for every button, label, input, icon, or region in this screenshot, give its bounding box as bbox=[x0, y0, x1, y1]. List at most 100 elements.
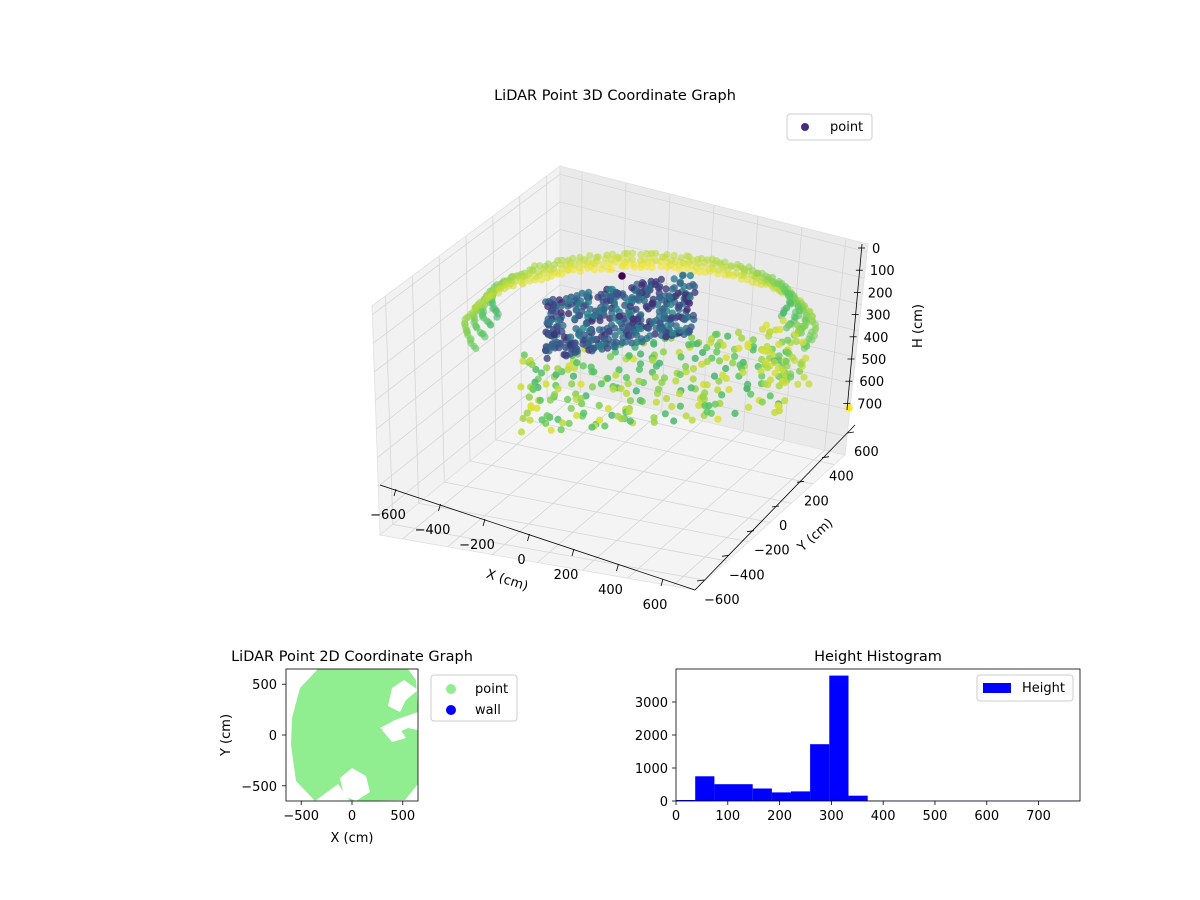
data-point bbox=[589, 345, 597, 353]
data-point bbox=[676, 278, 685, 286]
data-point bbox=[675, 390, 684, 398]
data-point bbox=[795, 327, 803, 335]
data-point bbox=[550, 301, 558, 309]
data-point bbox=[564, 395, 572, 403]
data-point bbox=[628, 294, 636, 302]
z-tick-label: 100 bbox=[870, 264, 895, 279]
data-point bbox=[591, 260, 599, 268]
data-point bbox=[652, 249, 660, 258]
data-point bbox=[731, 409, 739, 417]
data-point bbox=[590, 368, 598, 376]
data-point bbox=[727, 262, 735, 270]
data-point bbox=[533, 404, 541, 412]
data-point bbox=[560, 333, 569, 341]
data-point bbox=[677, 353, 685, 361]
x-tick-mark bbox=[616, 563, 619, 572]
data-point bbox=[710, 372, 719, 380]
data-point bbox=[685, 341, 693, 349]
data-point bbox=[644, 285, 652, 294]
data-point bbox=[564, 266, 572, 274]
data-point bbox=[789, 353, 797, 362]
data-point bbox=[672, 377, 680, 385]
data-point bbox=[691, 288, 699, 297]
y-axis-label: Y (cm) bbox=[794, 516, 836, 556]
data-point bbox=[557, 339, 565, 347]
grid-line-x bbox=[582, 430, 744, 571]
data-point bbox=[577, 395, 585, 403]
data-point bbox=[749, 336, 757, 344]
data-point bbox=[519, 280, 527, 288]
grid-line-y bbox=[469, 460, 771, 523]
data-point bbox=[565, 310, 573, 318]
data-point bbox=[707, 335, 716, 343]
x-tick-label: −600 bbox=[370, 508, 406, 523]
data-point bbox=[646, 332, 654, 340]
data-point bbox=[722, 354, 730, 362]
data-point bbox=[509, 282, 517, 290]
data-point bbox=[626, 417, 634, 425]
grid-line-x-wall bbox=[824, 238, 847, 451]
y-tick-mark bbox=[846, 431, 855, 434]
x-tick-mark bbox=[571, 548, 575, 557]
x-tick-label: 0 bbox=[517, 553, 525, 568]
data-point bbox=[569, 266, 578, 274]
x-tick-label: 600 bbox=[643, 598, 668, 613]
data-point bbox=[577, 380, 585, 388]
data-point bbox=[787, 299, 795, 307]
x-tick-label: 500 bbox=[923, 809, 948, 824]
data-point bbox=[764, 364, 772, 372]
data-point bbox=[557, 426, 565, 434]
data-point bbox=[670, 284, 678, 292]
data-point bbox=[547, 272, 556, 280]
data-point bbox=[542, 380, 550, 388]
data-point bbox=[595, 326, 604, 334]
data-point bbox=[543, 412, 551, 420]
data-point bbox=[654, 301, 662, 309]
data-point bbox=[637, 263, 645, 271]
data-point bbox=[628, 284, 636, 292]
x-tick-label: 400 bbox=[871, 809, 896, 824]
data-point bbox=[771, 369, 779, 377]
data-point bbox=[461, 320, 469, 328]
data-point bbox=[523, 409, 531, 417]
data-point bbox=[782, 357, 790, 365]
y-tick-label: 600 bbox=[854, 445, 879, 460]
data-point bbox=[714, 342, 722, 350]
data-point bbox=[559, 322, 567, 330]
data-point bbox=[765, 346, 773, 354]
data-point bbox=[546, 396, 555, 404]
data-point bbox=[605, 328, 613, 336]
data-point bbox=[596, 343, 604, 351]
y-tick-label: 0 bbox=[269, 729, 277, 744]
data-point bbox=[529, 385, 537, 393]
data-point bbox=[554, 365, 562, 373]
chart-2d-ylabel: Y (cm) bbox=[219, 714, 234, 757]
data-point bbox=[670, 275, 678, 283]
data-point bbox=[562, 351, 570, 359]
histogram-bar bbox=[848, 795, 868, 801]
data-point bbox=[635, 324, 644, 332]
legend-marker-point bbox=[446, 684, 456, 694]
histogram-bars bbox=[676, 675, 1079, 802]
z-axis-line bbox=[846, 243, 863, 411]
chart-3d: LiDAR Point 3D Coordinate Graph −600 −400… bbox=[370, 88, 926, 613]
grid-line-y-wall bbox=[438, 255, 445, 483]
data-point bbox=[536, 396, 544, 404]
legend-marker-height bbox=[983, 683, 1011, 693]
data-point bbox=[601, 422, 609, 430]
data-point bbox=[775, 352, 783, 360]
x-tick-label: 0 bbox=[348, 809, 356, 824]
z-tick-label: 0 bbox=[872, 242, 880, 257]
legend-label-height: Height bbox=[1022, 681, 1065, 696]
data-point bbox=[670, 417, 678, 425]
data-point bbox=[564, 366, 572, 374]
data-point bbox=[743, 385, 751, 393]
data-point bbox=[568, 380, 576, 388]
grid-line-y bbox=[444, 481, 749, 543]
data-point bbox=[656, 326, 665, 334]
x-ticks: −600 −400 −200 0 200 400 600 bbox=[370, 488, 668, 613]
histogram-bar bbox=[714, 784, 734, 801]
data-point bbox=[572, 411, 581, 420]
data-point bbox=[651, 373, 659, 381]
